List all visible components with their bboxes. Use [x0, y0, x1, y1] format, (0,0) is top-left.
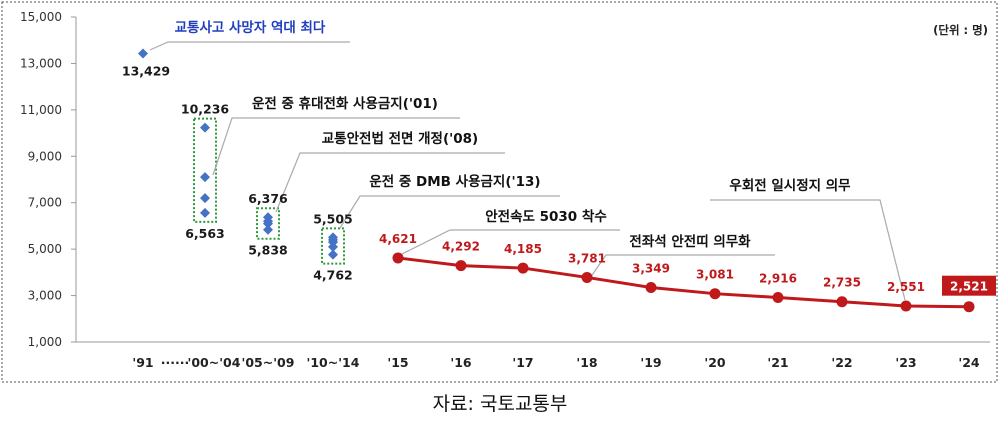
x-axis-break-dots: ······: [161, 355, 190, 370]
x-tick-label: '20: [704, 355, 726, 370]
y-tick-label: 11,000: [20, 103, 62, 117]
line-value-label: 3,081: [696, 268, 734, 282]
period-dotted-box: [193, 117, 217, 223]
x-tick-labels: '91 ······'00~'04'05~'09 '10~'14 '15 '16 '17 '…: [132, 355, 980, 370]
line-point: [709, 288, 721, 300]
unit-label: (단위 : 명): [933, 23, 988, 37]
annotation-leaders: [149, 41, 906, 301]
y-tick-label: 5,000: [28, 242, 62, 256]
annotation-leader-line: [212, 117, 460, 176]
line-value-label: 2,916: [759, 272, 797, 286]
line-point: [963, 301, 975, 313]
range-diamond: [200, 193, 210, 204]
line-value-label: 3,349: [632, 261, 670, 275]
y-tick-label: 13,000: [20, 56, 62, 70]
range-markers: [138, 48, 338, 260]
annotation-text: 운전 중 DMB 사용금지('13): [369, 173, 540, 190]
x-tick-label: '23: [895, 355, 916, 370]
line-point: [455, 260, 467, 272]
y-tick-label: 1,000: [28, 335, 62, 349]
fatality-line: [397, 256, 970, 309]
data-labels: 13,429 10,236 6,563 6,376 5,838 5,505 4,762 4,6…: [122, 63, 996, 296]
x-tick-label: '17: [512, 355, 533, 370]
line-value-label: 4,292: [442, 240, 480, 254]
range-min-label: 6,563: [185, 226, 225, 241]
annotation-leader-line: [710, 199, 906, 301]
x-tick-label: '00~'04: [188, 355, 241, 370]
range-max-label: 10,236: [181, 102, 230, 117]
range-diamond: [263, 218, 273, 229]
range-diamond: [328, 249, 338, 260]
annotation-text: 운전 중 휴대전화 사용금지('01): [252, 95, 438, 112]
line-value-label: 2,521: [950, 280, 988, 294]
line-point: [772, 292, 784, 304]
y-tick-label: 3,000: [28, 289, 62, 303]
line-value-label: 4,185: [504, 242, 542, 256]
annotation-leader-line: [339, 195, 560, 229]
source-caption: 자료: 국토교통부: [433, 393, 568, 415]
x-tick-label: '19: [640, 355, 661, 370]
annotation-text: 전좌석 안전띠 의무화: [629, 233, 751, 250]
annotation-text: 안전속도 5030 착수: [485, 208, 607, 225]
period-boxes: [193, 117, 345, 265]
x-tick-label: '22: [831, 355, 852, 370]
x-tick-label: '18: [576, 355, 597, 370]
range-value-label: 13,429: [122, 63, 170, 78]
x-tick-label: '16: [450, 355, 472, 370]
annotation-leader-line: [589, 254, 775, 279]
x-tick-label: '21: [767, 355, 788, 370]
line-value-label: 2,735: [823, 276, 861, 290]
x-tick-label: '10~'14: [307, 355, 360, 370]
y-tick-labels: 15,000 13,000 11,000 9,000 7,000 5,000 3,000 1,…: [20, 10, 76, 349]
x-tick-label: '24: [958, 355, 980, 370]
line-value-label: 3,781: [568, 251, 606, 265]
line-point: [581, 271, 593, 283]
y-tick-label: 9,000: [28, 149, 62, 163]
line-point: [836, 296, 848, 308]
fatality-line-series: [392, 252, 975, 313]
annotation-leader-line: [275, 152, 505, 213]
x-tick-label: '15: [387, 355, 408, 370]
line-point: [517, 262, 529, 274]
line-point: [392, 252, 404, 264]
line-point: [645, 281, 657, 293]
y-tick-label: 15,000: [20, 10, 62, 24]
line-value-label: 4,621: [379, 232, 417, 246]
range-max-label: 5,505: [313, 211, 353, 226]
range-diamond: [138, 48, 148, 59]
range-max-label: 6,376: [248, 191, 288, 206]
x-tick-label: '91: [132, 355, 153, 370]
range-diamond: [200, 122, 210, 133]
chart-border: [1, 1, 998, 383]
line-value-label: 2,551: [887, 280, 925, 294]
x-tick-label: '05~'09: [242, 355, 295, 370]
annotation-leader-line: [149, 41, 350, 51]
period-dotted-box: [256, 207, 280, 240]
range-diamond: [200, 172, 210, 183]
range-diamond: [328, 241, 338, 252]
annotation-text: 교통안전법 전면 개정('08): [322, 130, 478, 147]
annotation-leader-line: [399, 229, 620, 256]
highlight-label-box: [942, 275, 996, 296]
range-min-label: 5,838: [248, 243, 288, 258]
line-point: [900, 300, 912, 312]
range-diamond: [263, 224, 273, 235]
range-min-label: 4,762: [313, 268, 353, 283]
range-diamond: [200, 207, 210, 218]
period-dotted-box: [321, 227, 345, 265]
y-tick-label: 7,000: [28, 196, 62, 210]
annotation-text: 교통사고 사망자 역대 최다: [175, 19, 326, 36]
annotation-text: 우회전 일시정지 의무: [729, 177, 851, 194]
